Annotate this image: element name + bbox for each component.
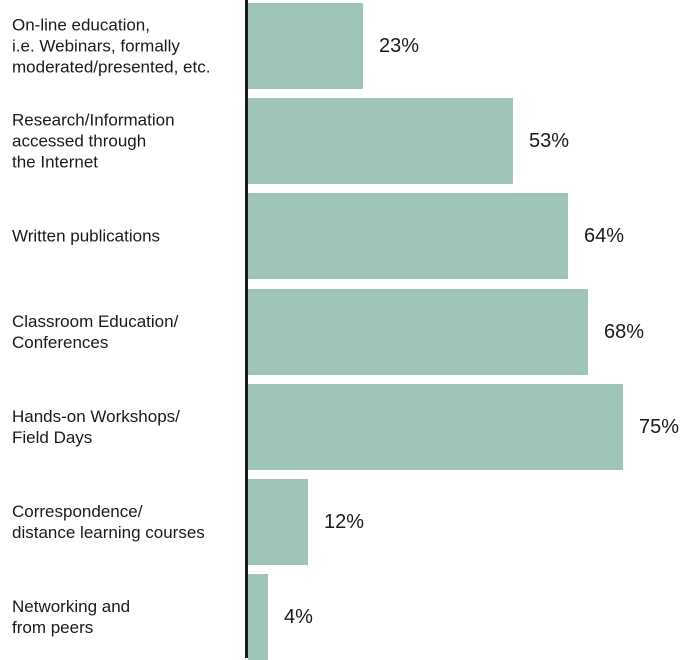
bar xyxy=(248,3,363,89)
value-label: 4% xyxy=(284,605,313,629)
value-label: 68% xyxy=(604,320,644,344)
bar xyxy=(248,574,268,660)
bar xyxy=(248,479,308,565)
value-label: 53% xyxy=(529,129,569,153)
bar xyxy=(248,384,623,470)
category-label: Hands-on Workshops/ Field Days xyxy=(12,406,244,448)
category-label: Classroom Education/ Conferences xyxy=(12,311,244,353)
value-label: 23% xyxy=(379,34,419,58)
y-axis-line xyxy=(245,0,248,658)
bar xyxy=(248,193,568,279)
value-label: 12% xyxy=(324,510,364,534)
category-label: On-line education, i.e. Webinars, formal… xyxy=(12,15,244,78)
value-label: 75% xyxy=(639,415,679,439)
category-label: Correspondence/ distance learning course… xyxy=(12,501,244,543)
category-label: Written publications xyxy=(12,226,244,247)
category-label: Research/Information accessed through th… xyxy=(12,110,244,173)
value-label: 64% xyxy=(584,224,624,248)
bar xyxy=(248,98,513,184)
category-label: Networking and from peers xyxy=(12,596,244,638)
bar xyxy=(248,289,588,375)
